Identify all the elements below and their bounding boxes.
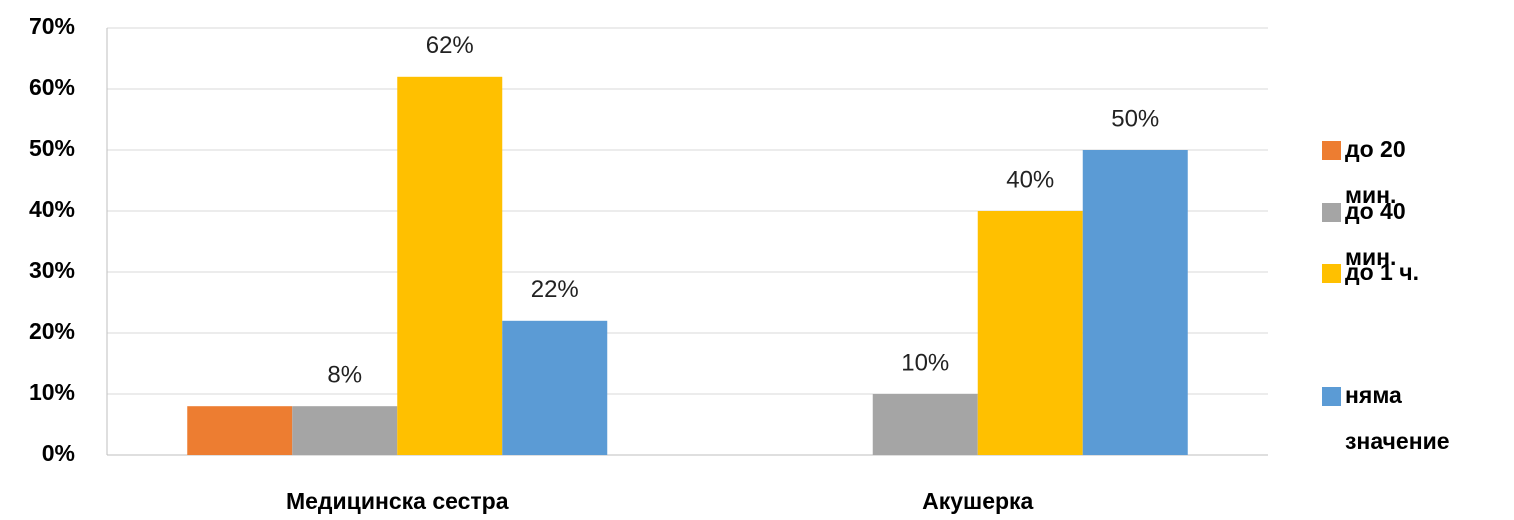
data-label: 22% — [531, 276, 579, 303]
y-tick-label: 20% — [29, 318, 75, 344]
legend-item: до 20 мин. — [1322, 136, 1502, 218]
bar — [1082, 150, 1188, 455]
legend-label: до 1 ч. — [1345, 259, 1419, 285]
legend-label: до 20 мин. — [1345, 136, 1406, 208]
bar — [187, 406, 293, 455]
legend-item: до 1 ч. — [1322, 259, 1502, 295]
y-tick-label: 50% — [29, 135, 75, 161]
data-label: 50% — [1111, 105, 1159, 132]
legend-label: до 40 мин. — [1345, 198, 1406, 270]
data-label: 8% — [327, 362, 362, 389]
y-tick-label: 40% — [29, 196, 75, 222]
legend-swatch — [1322, 387, 1341, 406]
bar — [397, 76, 503, 456]
y-tick-label: 60% — [29, 74, 75, 100]
legend-item: до 40 мин. — [1322, 198, 1502, 280]
data-label: 62% — [426, 32, 474, 59]
x-tick-label: Медицинска сестра — [286, 488, 509, 514]
bar — [502, 320, 608, 455]
y-tick-label: 0% — [42, 440, 75, 466]
y-tick-label: 30% — [29, 257, 75, 283]
y-tick-label: 70% — [29, 13, 75, 39]
legend-label: няма значение — [1345, 382, 1450, 454]
legend-swatch — [1322, 203, 1341, 222]
x-tick-label: Акушерка — [922, 488, 1033, 514]
data-label: 40% — [1006, 166, 1054, 193]
legend-item: няма значение — [1322, 382, 1502, 464]
data-label: 10% — [901, 349, 949, 376]
bar — [292, 406, 398, 455]
bar — [872, 394, 978, 455]
legend-swatch — [1322, 141, 1341, 160]
legend-swatch — [1322, 264, 1341, 283]
y-tick-label: 10% — [29, 379, 75, 405]
bar — [977, 211, 1083, 455]
